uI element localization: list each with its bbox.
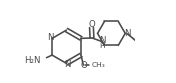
Text: N: N [99, 36, 106, 45]
Text: CH₃: CH₃ [92, 62, 106, 68]
Text: N: N [64, 60, 70, 69]
Text: N: N [47, 33, 54, 42]
Text: H: H [100, 43, 105, 49]
Text: H₂N: H₂N [24, 56, 40, 65]
Text: O: O [88, 20, 95, 29]
Text: N: N [124, 29, 130, 38]
Text: O: O [80, 61, 87, 70]
